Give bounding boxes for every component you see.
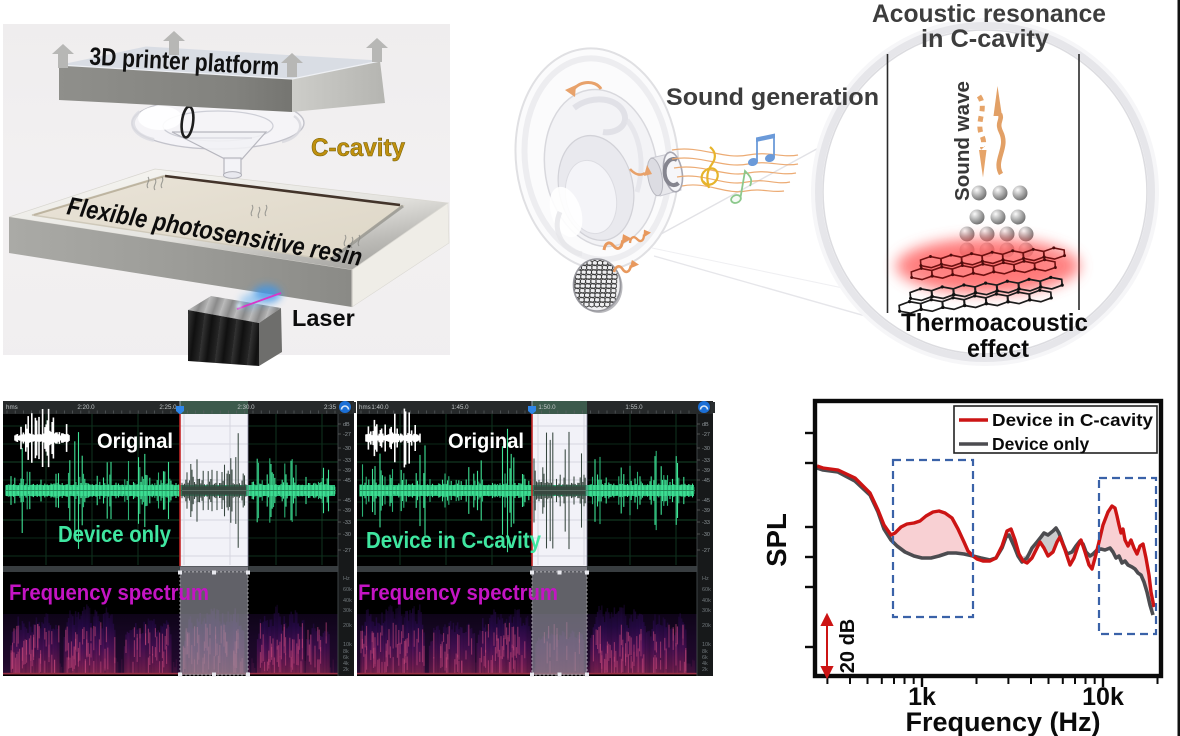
svg-text:Device only: Device only <box>58 521 171 547</box>
svg-text:20 dB: 20 dB <box>837 619 859 673</box>
svg-text:-45: -45 <box>343 478 351 484</box>
svg-text:-30: -30 <box>343 532 351 538</box>
svg-text:40k: 40k <box>343 598 352 604</box>
svg-text:2:20.0: 2:20.0 <box>77 404 95 411</box>
svg-text:-45: -45 <box>702 498 710 504</box>
svg-text:Frequency spectrum: Frequency spectrum <box>358 580 558 605</box>
svg-text:C-cavity: C-cavity <box>311 134 405 162</box>
svg-text:6k: 6k <box>343 655 349 661</box>
svg-text:2:25.0: 2:25.0 <box>159 404 177 411</box>
svg-text:in C-cavity: in C-cavity <box>921 25 1049 53</box>
svg-text:10k: 10k <box>343 642 352 648</box>
svg-text:2:30.0: 2:30.0 <box>237 404 255 411</box>
svg-text:-27: -27 <box>343 548 351 554</box>
svg-text:Device only: Device only <box>992 434 1090 454</box>
svg-text:2:35: 2:35 <box>324 404 337 411</box>
svg-text:Laser: Laser <box>292 305 355 331</box>
svg-text:-27: -27 <box>702 548 710 554</box>
svg-text:Device in C-cavity: Device in C-cavity <box>992 410 1153 430</box>
svg-text:Device in C-cavity: Device in C-cavity <box>366 527 541 553</box>
svg-text:60k: 60k <box>702 587 711 593</box>
svg-text:10k: 10k <box>1082 683 1124 711</box>
svg-text:-27: -27 <box>702 432 710 438</box>
svg-text:10k: 10k <box>702 642 711 648</box>
svg-text:Acoustic resonance: Acoustic resonance <box>872 0 1106 28</box>
svg-text:hms: hms <box>359 404 371 411</box>
svg-text:-45: -45 <box>343 498 351 504</box>
svg-text:hms: hms <box>6 404 18 411</box>
svg-text:1k: 1k <box>908 683 936 711</box>
svg-text:Original: Original <box>448 430 524 453</box>
svg-text:-30: -30 <box>702 446 710 452</box>
svg-text:1:45.0: 1:45.0 <box>451 404 469 411</box>
svg-text:4k: 4k <box>702 661 708 667</box>
svg-text:30k: 30k <box>702 608 711 614</box>
svg-text:-39: -39 <box>702 508 710 514</box>
svg-text:2k: 2k <box>343 667 349 673</box>
svg-text:dB: dB <box>702 422 709 428</box>
svg-text:dB: dB <box>343 422 350 428</box>
svg-text:Thermoacoustic: Thermoacoustic <box>901 309 1088 337</box>
svg-text:30k: 30k <box>343 608 352 614</box>
svg-text:-30: -30 <box>702 532 710 538</box>
svg-text:-33: -33 <box>702 520 710 526</box>
svg-text:-45: -45 <box>702 478 710 484</box>
svg-text:SPL: SPL <box>761 513 792 566</box>
svg-text:Hz: Hz <box>702 576 709 582</box>
svg-text:Sound generation: Sound generation <box>666 84 879 111</box>
svg-text:2k: 2k <box>702 667 708 673</box>
svg-text:effect: effect <box>967 335 1030 363</box>
svg-text:-39: -39 <box>343 468 351 474</box>
svg-text:-33: -33 <box>343 520 351 526</box>
svg-text:Frequency spectrum: Frequency spectrum <box>9 580 209 605</box>
svg-text:1:40.0: 1:40.0 <box>371 404 389 411</box>
svg-text:20k: 20k <box>343 623 352 629</box>
svg-text:1:50.0: 1:50.0 <box>538 404 556 411</box>
svg-text:-33: -33 <box>702 458 710 464</box>
svg-text:1:55.0: 1:55.0 <box>625 404 643 411</box>
svg-text:Hz: Hz <box>343 576 350 582</box>
svg-text:4k: 4k <box>343 661 349 667</box>
svg-text:-39: -39 <box>702 468 710 474</box>
svg-text:-27: -27 <box>343 432 351 438</box>
svg-text:-33: -33 <box>343 458 351 464</box>
svg-text:Original: Original <box>97 430 173 453</box>
svg-text:20k: 20k <box>702 623 711 629</box>
svg-text:Frequency (Hz): Frequency (Hz) <box>905 707 1100 736</box>
svg-text:8k: 8k <box>343 649 349 655</box>
svg-text:40k: 40k <box>702 598 711 604</box>
svg-text:8k: 8k <box>702 649 708 655</box>
svg-text:Sound wave: Sound wave <box>951 81 974 201</box>
svg-text:-39: -39 <box>343 508 351 514</box>
svg-text:6k: 6k <box>702 655 708 661</box>
svg-text:-30: -30 <box>343 446 351 452</box>
svg-text:60k: 60k <box>343 587 352 593</box>
